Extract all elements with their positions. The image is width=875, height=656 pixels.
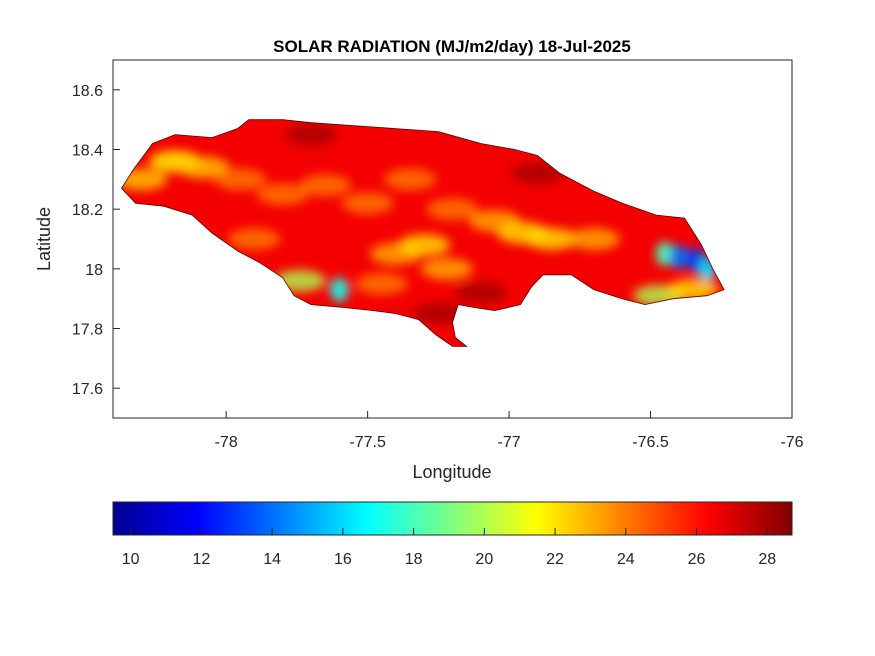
- y-tick-label: 18: [85, 262, 103, 279]
- heat-base: [121, 119, 725, 347]
- heat-cell: [511, 162, 564, 185]
- y-tick-label: 17.8: [72, 322, 103, 339]
- colorbar-tick-label: 24: [617, 551, 635, 568]
- heat-cell: [655, 241, 674, 266]
- heat-cell: [341, 192, 394, 215]
- heat-cell: [285, 123, 338, 146]
- colorbar-tick-label: 28: [758, 551, 776, 568]
- heat-cell: [177, 156, 230, 179]
- region-outline: [120, 119, 725, 347]
- colorbar-tick-label: 22: [546, 551, 564, 568]
- heat-cell: [525, 228, 578, 250]
- y-tick-label: 17.6: [72, 381, 103, 398]
- colorbar: [112, 501, 793, 536]
- heat-cell: [299, 174, 352, 197]
- heat-cell: [412, 302, 465, 325]
- heat-cell: [214, 168, 267, 191]
- heat-cell: [398, 233, 451, 256]
- heat-cell: [355, 272, 408, 295]
- heat-cell: [426, 198, 479, 221]
- heat-cell: [567, 228, 620, 250]
- colorbar-tick-label: 14: [263, 551, 281, 568]
- y-axis-label: Latitude: [34, 207, 54, 271]
- x-tick-label: -78: [215, 434, 238, 451]
- y-tick-label: 18.2: [72, 202, 103, 219]
- heat-cell: [384, 168, 437, 191]
- x-tick-label: -77.5: [349, 434, 386, 451]
- x-tick-label: -76.5: [632, 434, 669, 451]
- chart-title: SOLAR RADIATION (MJ/m2/day) 18-Jul-2025: [273, 37, 631, 56]
- heat-cell: [666, 278, 719, 301]
- y-tick-label: 18.6: [72, 83, 103, 100]
- heat-cell: [420, 257, 473, 280]
- colorbar-tick-label: 12: [193, 551, 211, 568]
- x-tick-label: -76: [780, 434, 803, 451]
- heat-cell: [330, 277, 349, 302]
- y-tick-label: 18.4: [72, 143, 103, 160]
- heat-cell: [228, 228, 281, 250]
- colorbar-tick-label: 26: [688, 551, 706, 568]
- heat-cell: [669, 244, 688, 269]
- x-axis-label: Longitude: [412, 462, 491, 482]
- x-axis: -78 -77.5 -77 -76.5 -76: [215, 411, 804, 451]
- heatmap-surface: [121, 119, 725, 347]
- y-axis: 17.6 17.8 18 18.2 18.4 18.6: [72, 83, 120, 398]
- heat-cell: [256, 183, 309, 206]
- colorbar-tick-label: 10: [122, 551, 140, 568]
- colorbar-tick-label: 20: [475, 551, 493, 568]
- heat-cell: [454, 281, 507, 304]
- colorbar-ticks: 10 12 14 16 18 20 22 24 26 28: [122, 528, 776, 568]
- x-tick-label: -77: [498, 434, 521, 451]
- colorbar-tick-label: 18: [405, 551, 423, 568]
- colorbar-tick-label: 16: [334, 551, 352, 568]
